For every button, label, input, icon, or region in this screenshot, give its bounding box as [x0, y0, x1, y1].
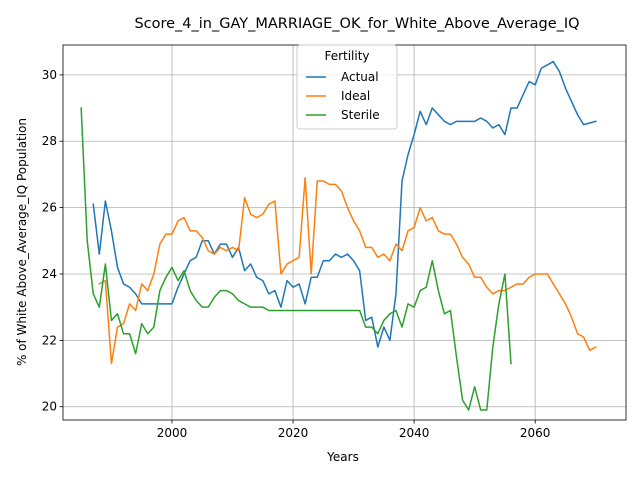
legend-title: Fertility	[324, 49, 369, 63]
y-tick-label: 22	[42, 333, 57, 347]
legend-label-sterile: Sterile	[341, 108, 380, 122]
y-tick-label: 20	[42, 400, 57, 414]
x-tick-label: 2060	[520, 426, 551, 440]
y-tick-label: 24	[42, 267, 57, 281]
x-tick-label: 2000	[157, 426, 188, 440]
series-lines	[80, 60, 597, 411]
x-axis-label: Years	[326, 450, 359, 464]
legend-box	[296, 44, 398, 130]
legend-label-actual: Actual	[341, 70, 379, 84]
y-tick-label: 28	[42, 134, 57, 148]
series-line-sterile	[80, 107, 512, 411]
series-line-actual	[92, 60, 597, 348]
legend-items: Actual Ideal Sterile	[306, 70, 380, 122]
y-axis-label: % of White Above_Average_IQ Population	[15, 118, 29, 366]
x-tick-label: 2020	[278, 426, 309, 440]
x-axis-ticks: 2000 2020 2040 2060	[157, 420, 551, 440]
x-tick-label: 2040	[399, 426, 430, 440]
y-tick-label: 26	[42, 201, 57, 215]
legend-label-ideal: Ideal	[341, 89, 370, 103]
y-axis-ticks: 20 22 24 26 28 30	[42, 68, 63, 414]
series-line-ideal	[98, 176, 597, 365]
legend: Fertility Actual Ideal Sterile	[296, 44, 398, 130]
y-tick-label: 30	[42, 68, 57, 82]
chart-title: Score_4_in_GAY_MARRIAGE_OK_for_White_Abo…	[134, 16, 579, 32]
